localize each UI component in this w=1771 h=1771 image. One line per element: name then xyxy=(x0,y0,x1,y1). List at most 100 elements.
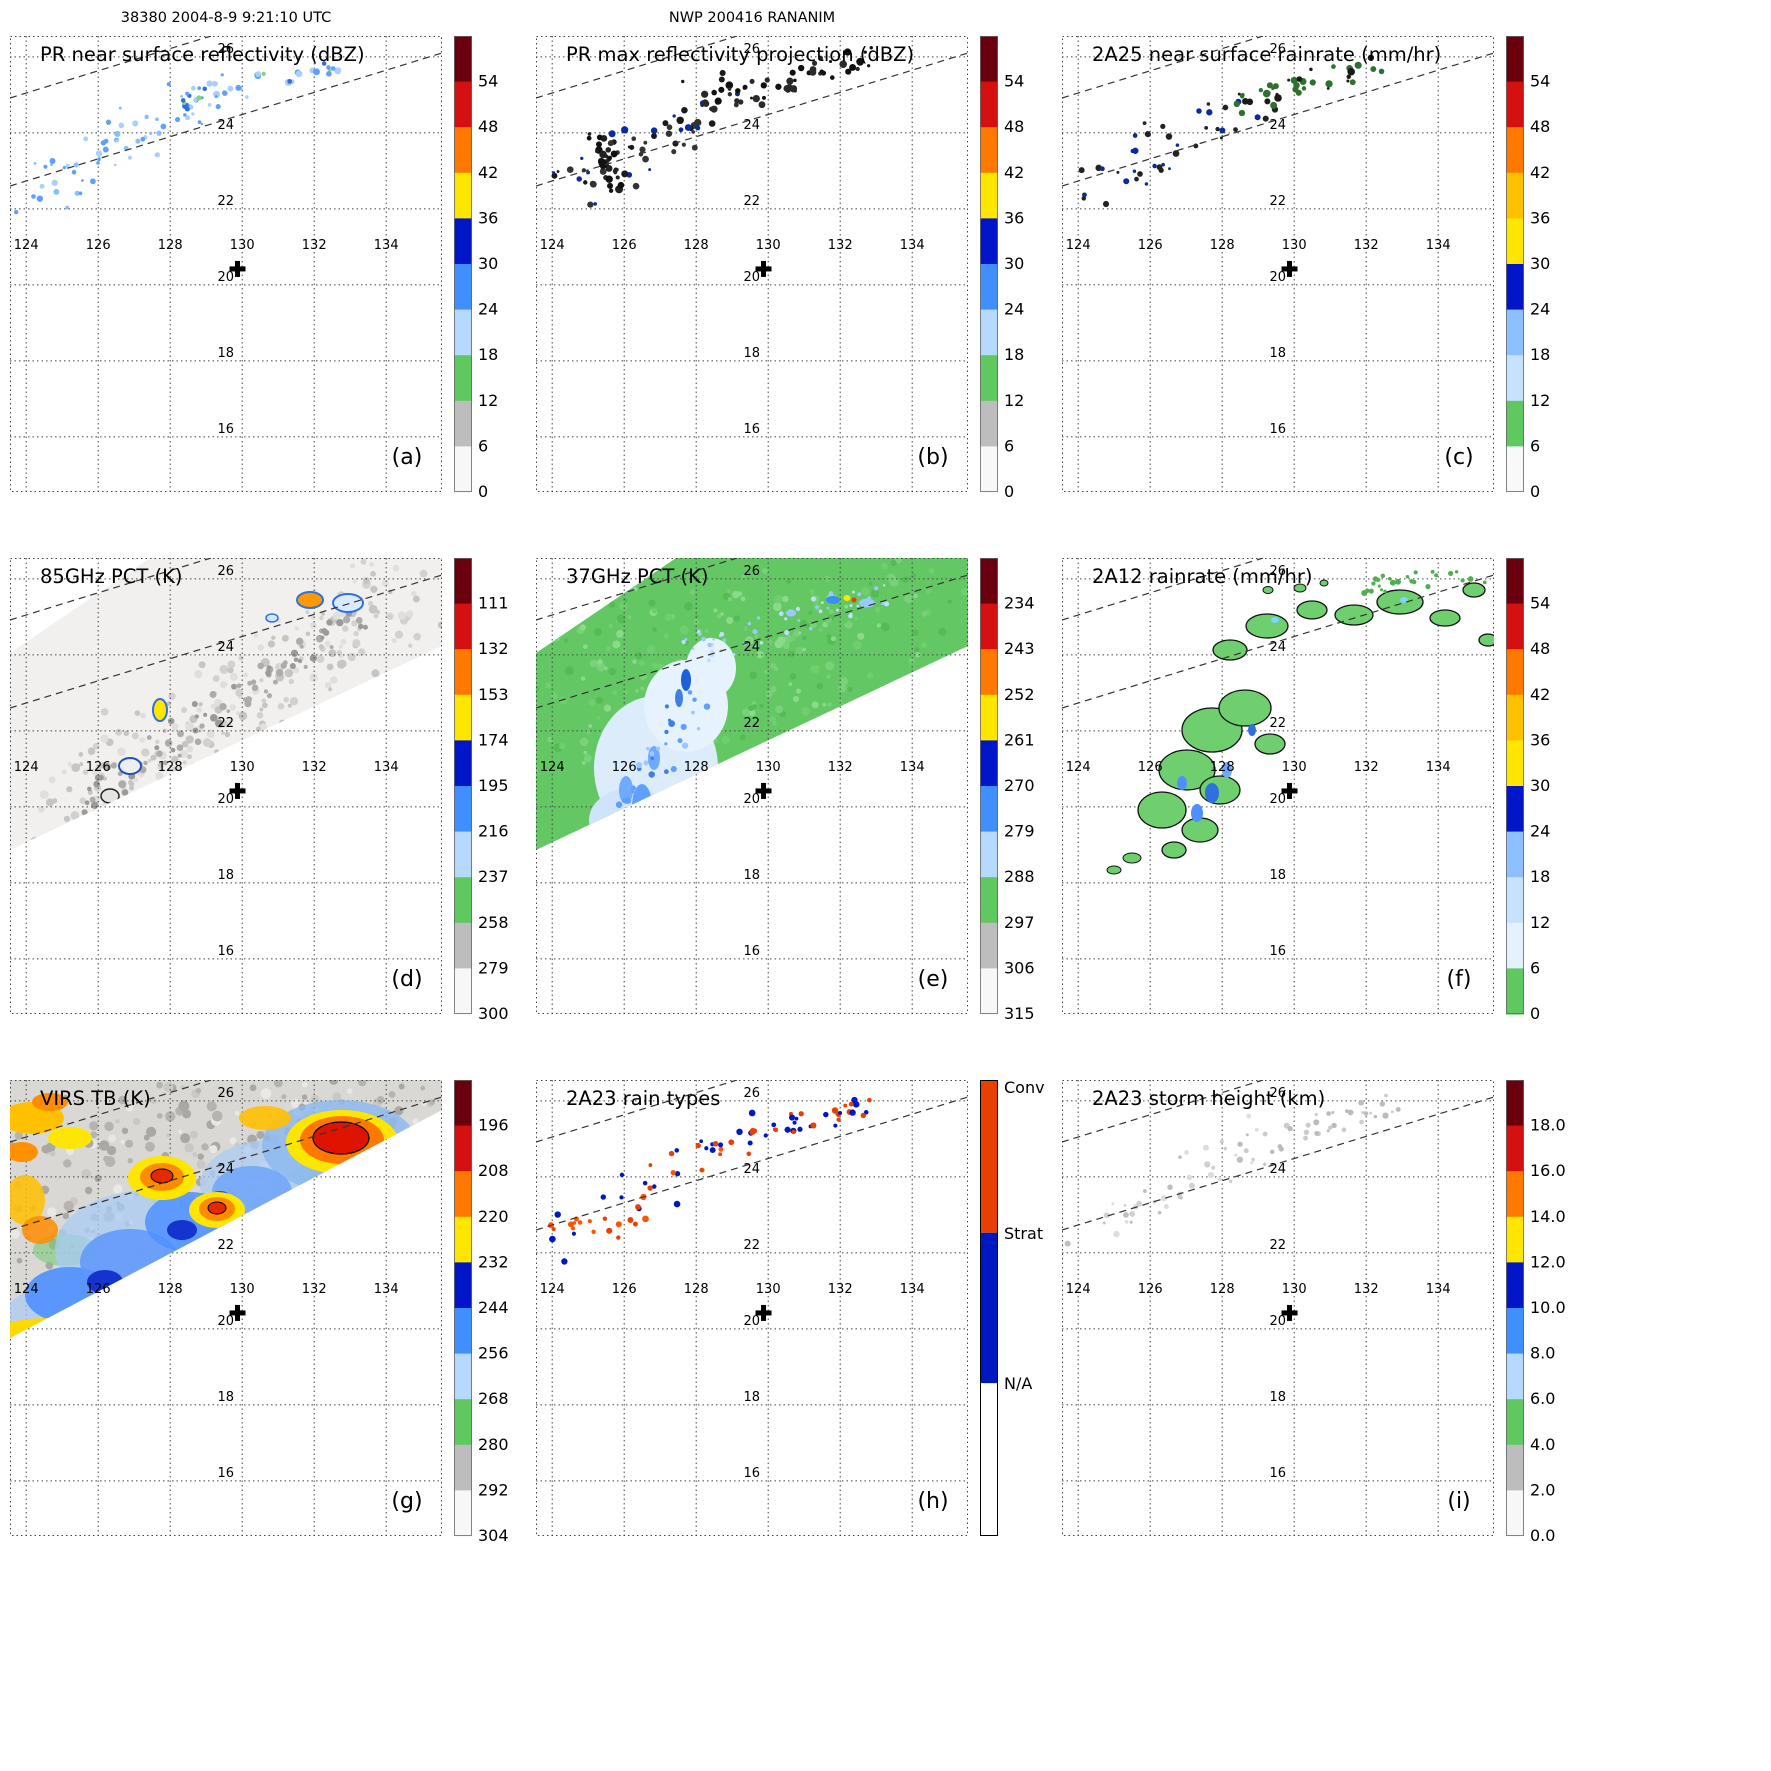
tick-labels: 124 126 128 130 132 134 26 24 22 20 18 16 xyxy=(14,564,399,959)
panel-e: 124 126 128 130 132 134 26 24 22 20 18 16 37GHz PCT … xyxy=(536,558,1066,1030)
data-blob xyxy=(686,638,736,698)
storm-center-marker xyxy=(1281,782,1298,799)
colorbar-label: Strat xyxy=(1004,1224,1043,1243)
svg-text:128: 128 xyxy=(1210,238,1235,253)
svg-text:130: 130 xyxy=(230,1282,255,1297)
svg-text:134: 134 xyxy=(900,1282,925,1297)
svg-text:126: 126 xyxy=(612,760,637,775)
svg-text:16: 16 xyxy=(743,1466,760,1481)
data-blob xyxy=(118,757,142,775)
svg-text:16: 16 xyxy=(217,944,234,959)
svg-text:134: 134 xyxy=(1426,238,1451,253)
data-blob xyxy=(265,613,279,623)
grid-lines xyxy=(536,1080,968,1536)
svg-text:26: 26 xyxy=(1269,42,1286,57)
tick-labels: 124 126 128 130 132 134 26 24 22 20 18 16 xyxy=(1066,42,1451,437)
data-blob xyxy=(1158,749,1216,791)
colorbar-tick: 6.0 xyxy=(1530,1389,1555,1408)
svg-text:132: 132 xyxy=(1354,760,1379,775)
data-blob xyxy=(1478,633,1494,647)
colorbar-tick: 196 xyxy=(478,1116,509,1135)
svg-text:18: 18 xyxy=(217,868,234,883)
colorbar-tick: 10.0 xyxy=(1530,1298,1566,1317)
colorbar-tick: 16.0 xyxy=(1530,1161,1566,1180)
svg-text:26: 26 xyxy=(1269,1086,1286,1101)
colorbar-tick: 2.0 xyxy=(1530,1480,1555,1499)
colorbar-tick: 279 xyxy=(478,958,509,977)
grid-lines xyxy=(10,558,442,1014)
panel-i: 124 126 128 130 132 134 26 24 22 20 18 16 2A23 storm… xyxy=(1062,1080,1592,1552)
colorbar-e: 234 243 252 261 270 279 288 297 306 315 xyxy=(980,558,1035,1023)
data-blob xyxy=(48,1127,92,1149)
panel-h: 124 126 128 130 132 134 26 24 22 20 18 16 2A23 rain … xyxy=(536,1078,1066,1552)
svg-text:126: 126 xyxy=(1138,238,1163,253)
data-blob xyxy=(167,1220,197,1240)
data-speckles xyxy=(586,132,625,194)
colorbar-tick: 12.0 xyxy=(1530,1252,1566,1271)
data-blob xyxy=(1262,586,1274,594)
panel-title: PR max reflectivity projection (dBZ) xyxy=(566,43,914,66)
panel-title: 85GHz PCT (K) xyxy=(40,565,183,588)
svg-text:124: 124 xyxy=(540,238,565,253)
panel-g: 124 126 128 130 132 134 26 24 22 20 18 16 VIRS TB (K… xyxy=(10,1080,540,1552)
svg-text:26: 26 xyxy=(743,1086,760,1101)
data-speckles xyxy=(1233,54,1385,117)
data-blob xyxy=(1319,579,1329,587)
colorbar-tick: 12 xyxy=(1004,391,1024,410)
svg-text:20: 20 xyxy=(1269,792,1286,807)
storm-center-marker xyxy=(229,782,246,799)
svg-text:24: 24 xyxy=(217,640,234,655)
data-speckles xyxy=(548,1109,756,1265)
svg-text:134: 134 xyxy=(900,238,925,253)
colorbar-tick: 36 xyxy=(1004,208,1024,227)
map-c: 124 126 128 130 132 134 26 24 22 20 18 16 2A25 near … xyxy=(1062,36,1494,492)
colorbar-tick: 6 xyxy=(1530,958,1540,977)
svg-text:134: 134 xyxy=(1426,1282,1451,1297)
swath-edge-lines xyxy=(10,558,442,709)
colorbar-tick: 279 xyxy=(1004,822,1035,841)
colorbar-tick: 300 xyxy=(478,1004,509,1023)
svg-text:22: 22 xyxy=(217,716,234,731)
storm-name-header: NWP 200416 RANANIM xyxy=(668,10,836,26)
colorbar-tick: 216 xyxy=(478,822,509,841)
data-blob xyxy=(826,596,840,604)
svg-text:22: 22 xyxy=(743,194,760,209)
swath-texture xyxy=(536,558,968,777)
colorbar-tick: 48 xyxy=(1004,117,1024,136)
colorbar-tick: 24 xyxy=(1530,300,1550,319)
svg-text:124: 124 xyxy=(14,1282,39,1297)
grid-lines xyxy=(10,36,442,492)
data-speckles xyxy=(704,1096,872,1154)
data-speckles xyxy=(700,46,873,113)
panel-title: 2A23 storm height (km) xyxy=(1092,1087,1325,1110)
colorbar-tick: 42 xyxy=(1004,163,1024,182)
colorbar-a: 54 48 42 36 30 24 18 12 6 0 xyxy=(454,36,498,501)
panel-letter: (c) xyxy=(1444,445,1473,470)
data-blob xyxy=(152,698,168,722)
colorbar-tick: 244 xyxy=(478,1298,509,1317)
panel-d: 124 126 128 130 132 134 26 24 22 20 18 16 85GHz PCT … xyxy=(10,558,540,1030)
tick-labels: 124 126 128 130 132 134 26 24 22 20 18 16 xyxy=(14,1086,399,1481)
colorbar-tick: 232 xyxy=(478,1252,509,1271)
data-blob xyxy=(32,1093,68,1111)
panel-letter: (f) xyxy=(1447,967,1472,992)
svg-text:132: 132 xyxy=(302,238,327,253)
svg-text:130: 130 xyxy=(230,238,255,253)
svg-text:16: 16 xyxy=(1269,1466,1286,1481)
colorbar-tick: 48 xyxy=(1530,639,1550,658)
colorbar-tick: 258 xyxy=(478,913,509,932)
tick-labels: 124 126 128 130 132 134 26 24 22 20 18 16 xyxy=(1066,564,1451,959)
svg-text:24: 24 xyxy=(1269,118,1286,133)
svg-text:26: 26 xyxy=(217,564,234,579)
colorbar-tick: 261 xyxy=(1004,730,1035,749)
panel-title: 2A23 rain types xyxy=(566,1087,720,1110)
svg-text:18: 18 xyxy=(743,868,760,883)
tick-labels: 124 126 128 130 132 134 26 24 22 20 18 16 xyxy=(540,564,925,959)
data-blob xyxy=(10,1142,38,1162)
data-blob xyxy=(332,593,364,613)
storm-center-marker xyxy=(229,260,246,277)
data-speckles xyxy=(551,69,747,208)
colorbar-tick: 12 xyxy=(1530,391,1550,410)
svg-text:18: 18 xyxy=(217,1390,234,1405)
colorbar-tick: 234 xyxy=(1004,594,1035,613)
